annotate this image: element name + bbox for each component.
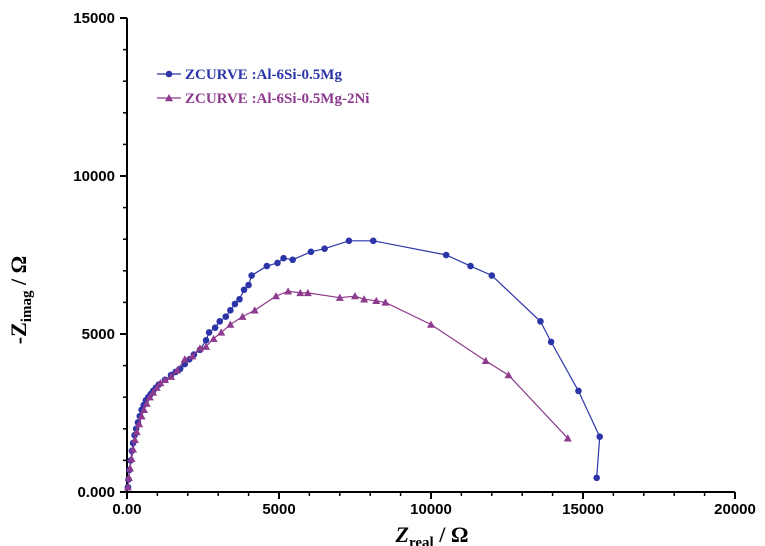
series-layer — [123, 237, 604, 491]
series-2-point — [152, 383, 161, 391]
series-2-point — [209, 334, 218, 342]
series-2-point — [132, 427, 141, 436]
series-1-point — [593, 474, 600, 482]
series-2-line — [127, 290, 569, 488]
series-2-point — [140, 405, 149, 414]
series-1-point — [202, 337, 210, 344]
series-2-point — [296, 288, 305, 297]
series-1 — [124, 237, 604, 491]
series-2-point — [161, 375, 169, 384]
series-1-line — [127, 240, 601, 488]
series-2-point — [145, 393, 154, 401]
legend: ZCURVE :Al-6Si-0.5Mg ZCURVE :Al-6Si-0.5Mg… — [157, 67, 369, 107]
y-tick-label: 0.000 — [77, 484, 115, 501]
series-1-point — [240, 286, 248, 294]
series-2-point — [180, 355, 189, 363]
series-1-point — [575, 387, 582, 395]
y-tick-label: 15000 — [73, 10, 115, 27]
series-2-point — [167, 372, 176, 380]
series-1-point — [467, 262, 474, 270]
series-1-point — [537, 318, 544, 325]
series-2-point — [124, 473, 133, 481]
series-2-point — [360, 295, 369, 303]
series-1-point — [236, 295, 243, 303]
x-tick-label: 20000 — [714, 501, 756, 518]
series-1-point — [248, 272, 255, 279]
series-1-point — [289, 256, 296, 264]
series-2-point — [202, 342, 211, 350]
series-1-point — [280, 254, 287, 262]
series-2-point — [372, 296, 381, 305]
series-1-point — [216, 318, 224, 325]
series-1-point — [321, 245, 328, 252]
axes — [126, 18, 735, 493]
series-1-point — [345, 237, 353, 245]
series-2-point — [129, 445, 138, 453]
series-1-point — [369, 237, 377, 245]
series-2-point — [135, 420, 144, 428]
series-2-point — [250, 306, 259, 314]
series-2-point — [271, 292, 280, 300]
series-1-point — [211, 324, 219, 331]
series-2-point — [284, 287, 293, 295]
series-1-point — [274, 259, 281, 267]
x-tick-label: 15000 — [562, 501, 604, 518]
series-1-point — [263, 262, 271, 270]
series-2-point — [195, 344, 204, 352]
y-tick-label: 10000 — [73, 168, 115, 185]
series-1-point — [488, 272, 496, 279]
series-1-point — [245, 281, 252, 289]
x-tick-label: 5000 — [262, 501, 295, 518]
series-1-point — [227, 307, 234, 314]
legend-label-2: ZCURVE :Al-6Si-0.5Mg-2Ni — [185, 91, 369, 107]
series-2-point — [130, 435, 139, 444]
series-2-point — [142, 399, 151, 407]
legend-marker-1 — [165, 70, 173, 78]
series-1-point — [231, 300, 239, 308]
legend-marker-2 — [165, 94, 173, 102]
x-tick-label: 10000 — [410, 501, 452, 518]
series-2-point — [335, 293, 344, 301]
series-2-point — [188, 352, 197, 360]
series-2-point — [351, 292, 359, 300]
ticks: 0.000 5000 10000 15000 0.00 5000 10000 15000 200… — [73, 10, 756, 518]
series-1-point — [596, 433, 604, 441]
x-tick-label: 0.00 — [112, 501, 141, 518]
series-2-point — [303, 288, 312, 297]
series-1-point — [205, 329, 213, 336]
y-axis-title: -Zimag / Ω — [6, 256, 35, 344]
series-1-point — [442, 251, 450, 259]
series-2-point — [226, 320, 235, 328]
legend-item-2: ZCURVE :Al-6Si-0.5Mg-2Ni — [157, 91, 369, 107]
series-2-point — [504, 371, 513, 379]
series-2-point — [127, 454, 136, 463]
x-axis-title: Zreal / Ω — [395, 522, 469, 546]
series-1-point — [222, 313, 230, 320]
series-2-point — [563, 434, 572, 442]
legend-label-1: ZCURVE :Al-6Si-0.5Mg — [185, 67, 342, 83]
series-1-point — [307, 248, 315, 256]
series-2-point — [481, 356, 490, 365]
series-2-point — [156, 378, 165, 387]
y-tick-label: 5000 — [82, 326, 115, 343]
series-2-point — [238, 312, 247, 320]
series-2-point — [173, 366, 182, 374]
series-2-point — [217, 328, 226, 336]
legend-item-1: ZCURVE :Al-6Si-0.5Mg — [157, 67, 342, 83]
series-2-point — [381, 298, 390, 306]
series-1-point — [547, 338, 555, 346]
series-2-point — [149, 388, 158, 396]
series-2-point — [427, 320, 435, 328]
series-2 — [123, 287, 572, 491]
series-2-point — [126, 464, 135, 472]
series-2-point — [137, 412, 146, 420]
series-2-point — [123, 483, 132, 491]
